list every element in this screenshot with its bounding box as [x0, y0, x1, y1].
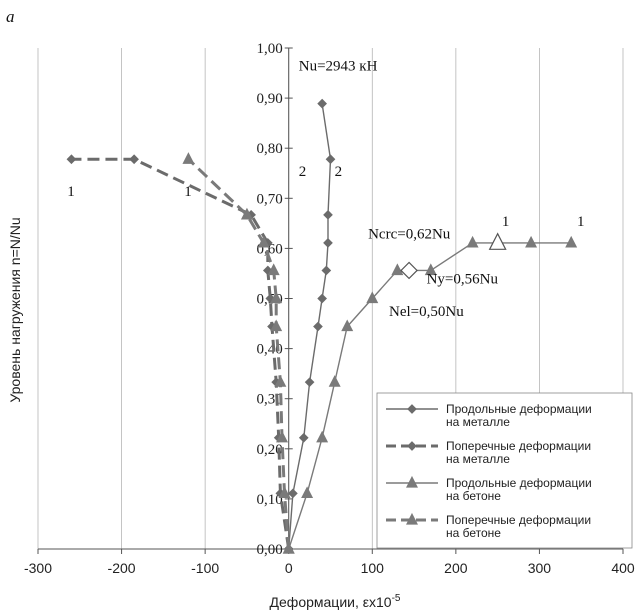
x-tick-label: 400 [611, 560, 635, 576]
annotation-label: 2 [335, 164, 343, 180]
data-point [424, 263, 437, 276]
data-point [270, 291, 283, 304]
annotation-label: Nu=2943 кН [299, 59, 378, 75]
data-point [466, 235, 479, 248]
y-tick-label: 0,90 [256, 91, 282, 107]
series-group [66, 98, 578, 554]
data-point [321, 265, 332, 276]
legend-entry-text: на бетоне [446, 526, 501, 540]
data-point [317, 98, 327, 109]
data-point [182, 152, 195, 164]
legend-swatch-marker [406, 475, 418, 488]
y-tick-label: 0,80 [256, 141, 282, 157]
y-tick-label: 1,00 [256, 41, 282, 57]
legend-entry-text: Поперечные деформации [446, 439, 591, 453]
key-point-marker [400, 261, 418, 280]
data-point [341, 319, 354, 332]
y-tick-label: 0,00 [256, 542, 282, 558]
data-point [66, 154, 77, 165]
data-point [278, 486, 291, 499]
annotation-label: Ny=0,56Nu [427, 271, 499, 287]
x-tick-label: 0 [285, 560, 293, 576]
y-tick-label: 0,10 [256, 492, 282, 508]
data-point [257, 235, 270, 248]
legend-entry-text: на металле [446, 452, 510, 466]
series-line-3 [288, 242, 572, 550]
data-point [282, 541, 295, 554]
data-point [525, 235, 538, 248]
annotation-label: Ncrc=0,62Nu [368, 226, 451, 242]
y-tick-label: 0,30 [256, 392, 282, 408]
legend-entry-text: на металле [446, 415, 510, 429]
x-tick-label: 200 [444, 560, 468, 576]
data-point [301, 486, 314, 499]
legend-box [376, 392, 633, 549]
annotation-label: 2 [299, 164, 307, 180]
annotation-label: 1 [67, 184, 75, 200]
data-point [288, 488, 298, 499]
y-tick-label: 0,20 [256, 442, 282, 458]
data-point [304, 377, 315, 388]
data-point [313, 321, 323, 332]
legend-entry-text: Поперечные деформации [446, 513, 591, 527]
panel-label: a [6, 7, 15, 26]
annotation-label: 1 [577, 214, 585, 230]
series-4 [182, 152, 295, 554]
legend-entry-text: Продольные деформации [446, 476, 592, 490]
annotation-label: 1 [502, 214, 510, 230]
series-line-4 [187, 158, 291, 550]
data-point [317, 293, 327, 304]
x-tick-label: -100 [191, 560, 219, 576]
legend-entry-text: на бетоне [446, 489, 501, 503]
data-point [267, 263, 280, 276]
series-1 [283, 98, 336, 554]
y-tick-label: 0,70 [256, 191, 282, 207]
x-tick-label: 300 [528, 560, 552, 576]
data-point [328, 375, 341, 387]
x-axis-label: Деформации, εх10-5 [270, 593, 401, 610]
data-point [316, 430, 329, 443]
annotations: Nu=2943 кН 1 1 2 2 Ncrc=0,62Nu 1 1 Ny=0,56Nu Nel=… [67, 59, 584, 320]
data-point [129, 154, 139, 165]
legend-swatch-marker [407, 441, 417, 451]
data-point [274, 375, 287, 387]
series-line-2 [71, 157, 291, 550]
y-axis-label: Уровень нагружения n=N/Nu [7, 217, 23, 402]
data-point [298, 432, 309, 443]
data-point [270, 319, 283, 332]
x-tick-label: -200 [108, 560, 136, 576]
legend-swatch-marker [407, 404, 417, 414]
data-point [366, 291, 379, 304]
legend-swatch-marker [406, 512, 418, 525]
data-point [325, 154, 336, 165]
data-point [323, 209, 333, 220]
data-point [565, 235, 578, 248]
x-tick-label: -300 [24, 560, 52, 576]
series-3 [282, 235, 578, 554]
annotation-label: 1 [184, 184, 192, 200]
data-point [323, 238, 333, 248]
x-tick-label: 100 [361, 560, 385, 576]
annotation-label: Nel=0,50Nu [389, 304, 464, 320]
data-point [391, 263, 404, 276]
legend-entry-text: Продольные деформации [446, 402, 592, 416]
data-point [276, 430, 289, 443]
key-point-marker [488, 232, 507, 250]
data-point [240, 207, 253, 220]
